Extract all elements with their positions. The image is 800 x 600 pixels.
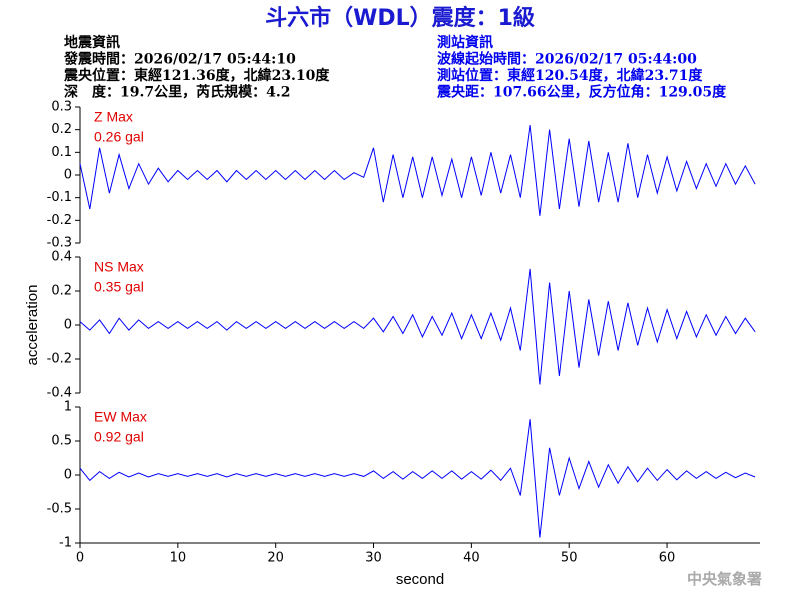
y-tick-label: -0.3	[47, 236, 72, 251]
info-left: 震央位置：東經121.36度，北緯23.10度	[63, 67, 330, 84]
y-tick-label: 0.5	[51, 434, 72, 449]
max-value: 0.26 gal	[94, 129, 144, 145]
max-label: EW Max	[94, 409, 147, 425]
max-label: NS Max	[94, 259, 144, 275]
y-tick-label: -0.2	[47, 213, 72, 228]
x-tick-label: 20	[267, 551, 284, 566]
y-tick-label: -0.2	[47, 352, 72, 367]
max-value: 0.92 gal	[94, 429, 144, 445]
y-axis-label: acceleration	[24, 285, 41, 366]
waveform	[79, 125, 756, 216]
y-tick-label: 0.4	[51, 250, 72, 265]
y-tick-label: 0.1	[51, 145, 72, 160]
x-tick-label: 50	[561, 551, 578, 566]
x-tick-label: 0	[76, 551, 84, 566]
y-tick-label: -0.4	[47, 386, 72, 401]
y-tick-label: 0	[64, 168, 72, 183]
y-tick-label: -0.1	[47, 190, 72, 205]
y-tick-label: 0	[64, 318, 72, 333]
max-value: 0.35 gal	[94, 279, 144, 295]
y-tick-label: 0.2	[51, 122, 72, 137]
footer: 中央氣象署	[687, 570, 762, 588]
x-axis-label: second	[396, 571, 444, 588]
y-tick-label: 1	[64, 400, 72, 415]
info-left: 地震資訊	[64, 34, 120, 51]
x-tick-label: 30	[365, 551, 382, 566]
x-tick-label: 60	[659, 551, 676, 566]
info-right: 測站位置：東經120.54度，北緯23.71度	[437, 67, 703, 84]
max-label: Z Max	[94, 109, 133, 125]
chart-title: 斗六市（WDL）震度：1級	[265, 5, 535, 31]
y-tick-label: 0.2	[51, 284, 72, 299]
info-left: 深 度：19.7公里，芮氏規模：4.2	[64, 84, 290, 101]
info-right: 測站資訊	[437, 34, 493, 51]
y-tick-label: -0.5	[47, 502, 72, 517]
y-tick-label: -1	[59, 536, 72, 551]
waveform	[79, 268, 756, 385]
info-right: 震央距：107.66公里，反方位角：129.05度	[436, 84, 727, 101]
y-tick-label: 0	[64, 468, 72, 483]
x-tick-label: 10	[170, 551, 187, 566]
waveform	[79, 419, 756, 538]
x-tick-label: 40	[463, 551, 480, 566]
y-tick-label: 0.3	[51, 100, 72, 115]
info-left: 發震時間：2026/02/17 05:44:10	[63, 51, 296, 68]
info-right: 波線起始時間：2026/02/17 05:44:00	[437, 51, 697, 68]
